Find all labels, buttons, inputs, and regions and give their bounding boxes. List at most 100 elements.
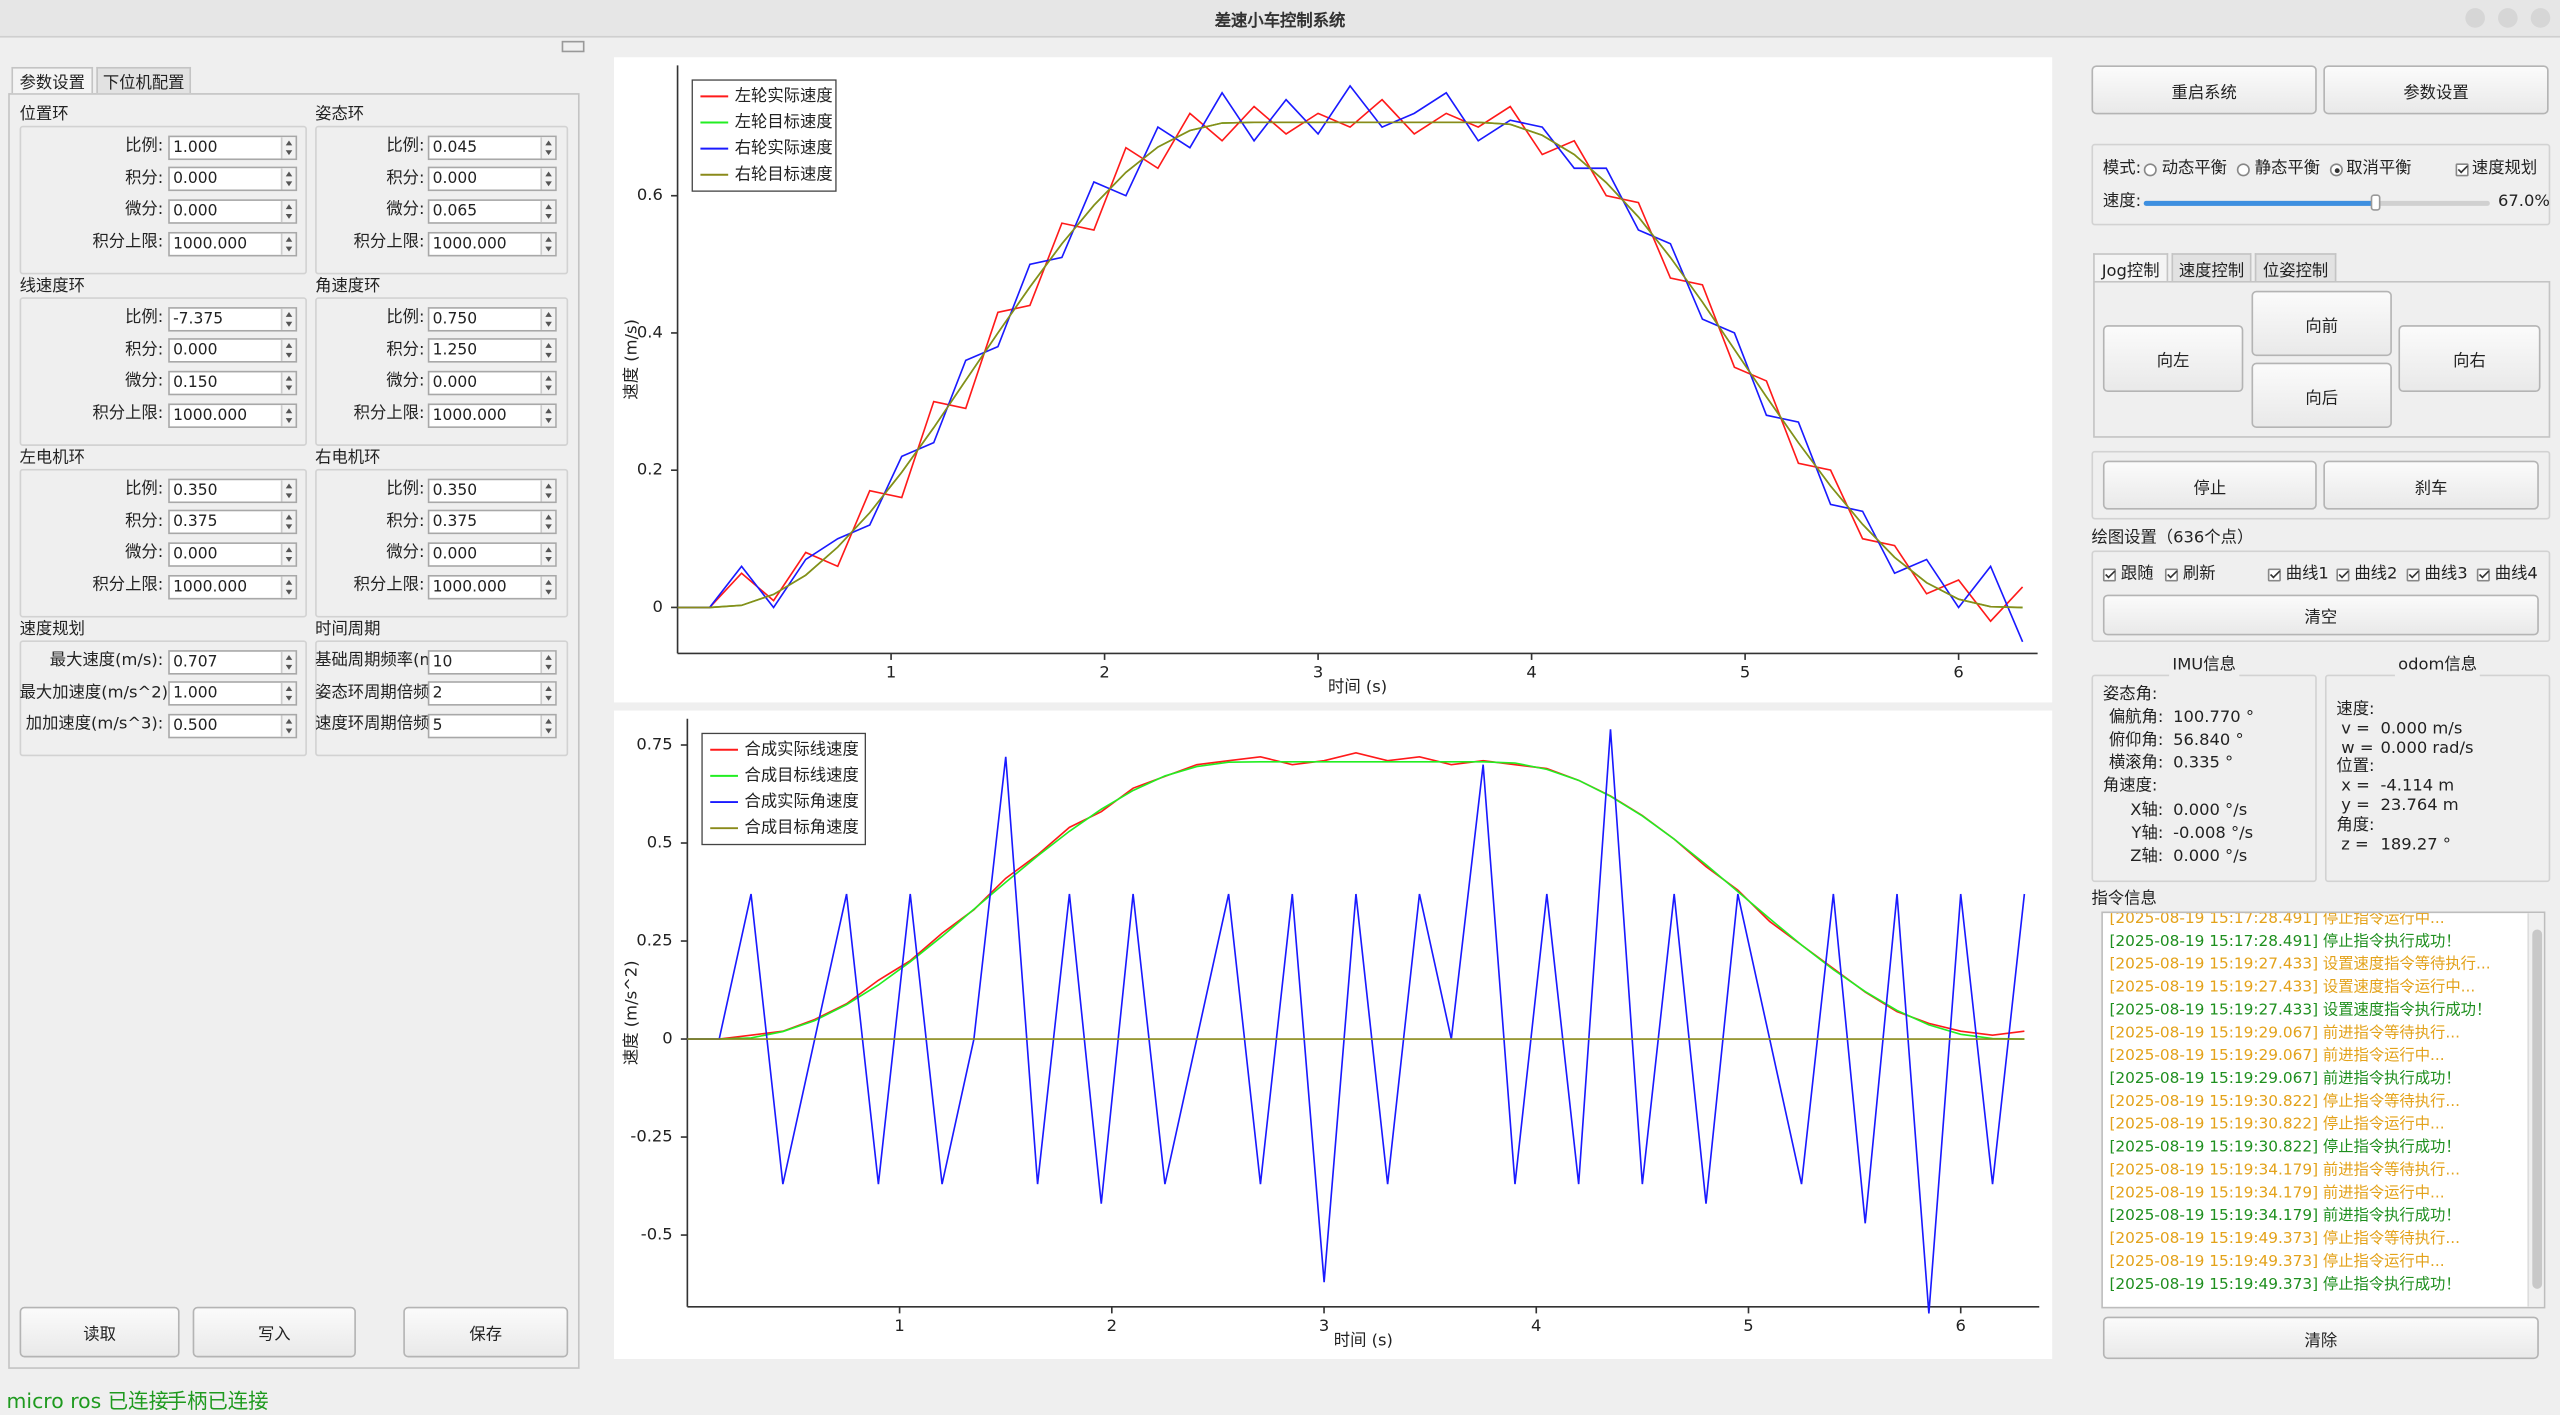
tab[interactable]: 位姿控制 [2254, 253, 2337, 281]
field-input[interactable]: 1000.000 [168, 402, 298, 428]
spinner[interactable] [280, 340, 296, 362]
field-input[interactable]: 1.250 [427, 338, 557, 363]
field-input[interactable]: 0.750 [427, 306, 557, 331]
plot-check[interactable] [2336, 568, 2350, 582]
field-input[interactable]: 1000.000 [168, 574, 298, 599]
plot-check[interactable] [2406, 568, 2420, 582]
spinner[interactable] [280, 479, 296, 501]
field-input[interactable]: 0.707 [168, 649, 298, 674]
field-input[interactable]: 0.350 [427, 477, 557, 503]
field-input[interactable]: 1000.000 [427, 402, 557, 428]
spinner[interactable] [540, 340, 556, 362]
spinner[interactable] [540, 232, 556, 255]
field-input[interactable]: 1.000 [168, 134, 298, 160]
settings-button[interactable]: 参数设置 [2323, 65, 2549, 115]
spinner[interactable] [540, 511, 556, 533]
jog-backward[interactable]: 向后 [2251, 362, 2392, 428]
field-input[interactable]: 2 [427, 681, 557, 706]
plot-check[interactable] [2476, 568, 2490, 582]
field-input[interactable]: 0.000 [427, 370, 557, 396]
field-input[interactable]: 5 [427, 713, 557, 739]
spinner[interactable] [280, 650, 296, 673]
spinner[interactable] [280, 307, 296, 330]
field-input[interactable]: 1000.000 [168, 231, 298, 256]
tab[interactable]: 下位机配置 [96, 66, 192, 94]
field-input[interactable]: 0.000 [168, 166, 298, 192]
spinner[interactable] [540, 479, 556, 501]
tab[interactable]: 参数设置 [11, 66, 94, 94]
field-input[interactable]: 0.150 [168, 370, 298, 396]
left-button[interactable]: 保存 [403, 1306, 569, 1358]
spinner[interactable] [280, 200, 296, 222]
jog-forward[interactable]: 向前 [2251, 290, 2392, 357]
spinner[interactable] [280, 372, 296, 394]
speed-planning-check[interactable] [2455, 163, 2469, 177]
slider-handle[interactable] [2370, 194, 2381, 211]
legend-label: 合成目标线速度 [745, 765, 859, 784]
restart-button[interactable]: 重启系统 [2091, 65, 2317, 115]
spin-down [285, 385, 293, 391]
spinner[interactable] [540, 543, 556, 566]
group-title: 位置环 [19, 106, 69, 125]
field-input[interactable]: 0.000 [168, 542, 298, 567]
field-input[interactable]: 10 [427, 649, 557, 674]
clear-plot-button[interactable]: 清空 [2102, 594, 2539, 636]
spinner[interactable] [280, 511, 296, 533]
spinner[interactable] [540, 136, 556, 158]
field-input[interactable]: 1.000 [168, 681, 298, 706]
field-input[interactable]: 0.375 [168, 509, 298, 535]
field-input[interactable]: 0.000 [168, 338, 298, 363]
clear-log-button[interactable]: 清除 [2102, 1316, 2539, 1360]
left-button[interactable]: 读取 [19, 1306, 180, 1358]
spinner[interactable] [540, 575, 556, 598]
spinner[interactable] [280, 575, 296, 598]
spinner[interactable] [280, 683, 296, 705]
maximize-button[interactable] [2498, 8, 2518, 28]
field-input[interactable]: 0.000 [427, 166, 557, 192]
plot-check[interactable] [2267, 568, 2281, 582]
field-input[interactable]: 1000.000 [427, 231, 557, 256]
plot-check[interactable] [2164, 568, 2179, 582]
jog-left[interactable]: 向左 [2102, 325, 2244, 393]
spinner[interactable] [540, 404, 556, 426]
field-input[interactable]: 0.350 [168, 477, 298, 503]
spinner[interactable] [540, 168, 556, 190]
mode-radio[interactable] [2236, 163, 2250, 177]
spinner[interactable] [540, 200, 556, 222]
spinner[interactable] [280, 168, 296, 190]
field-input[interactable]: -7.375 [168, 306, 298, 331]
brake-button[interactable]: 刹车 [2323, 460, 2539, 510]
stop-button[interactable]: 停止 [2102, 460, 2317, 510]
spinner[interactable] [540, 683, 556, 705]
field-input[interactable]: 0.375 [427, 509, 557, 535]
left-button[interactable]: 写入 [192, 1306, 356, 1358]
field-input[interactable]: 1000.000 [427, 574, 557, 599]
mode-radio[interactable] [2329, 163, 2343, 177]
spinner[interactable] [280, 404, 296, 426]
tab[interactable]: 速度控制 [2171, 253, 2252, 281]
field-input[interactable]: 0.000 [427, 542, 557, 567]
log-scroll-thumb[interactable] [2532, 929, 2543, 1289]
field-input[interactable]: 0.045 [427, 134, 557, 160]
field-input[interactable]: 0.065 [427, 199, 557, 224]
spinner[interactable] [280, 232, 296, 255]
spinner[interactable] [280, 543, 296, 566]
spinner[interactable] [540, 307, 556, 330]
jog-right[interactable]: 向右 [2398, 325, 2541, 393]
spinner[interactable] [280, 715, 296, 737]
mode-radio[interactable] [2143, 163, 2157, 177]
spinner[interactable] [280, 136, 296, 158]
close-button[interactable] [2530, 8, 2551, 28]
spinner[interactable] [540, 715, 556, 737]
tab[interactable]: Jog控制 [2093, 253, 2169, 281]
field-label: 微分: [386, 201, 425, 220]
plot-check[interactable] [2102, 568, 2116, 582]
info-value: 0.000 °/s [2173, 801, 2248, 820]
spinner[interactable] [540, 650, 556, 673]
spinner[interactable] [540, 372, 556, 394]
dock-icons[interactable] [561, 40, 585, 53]
minimize-button[interactable] [2465, 8, 2485, 28]
field-input[interactable]: 0.500 [168, 713, 298, 739]
field-input[interactable]: 0.000 [168, 199, 298, 224]
spin-down [285, 664, 293, 669]
